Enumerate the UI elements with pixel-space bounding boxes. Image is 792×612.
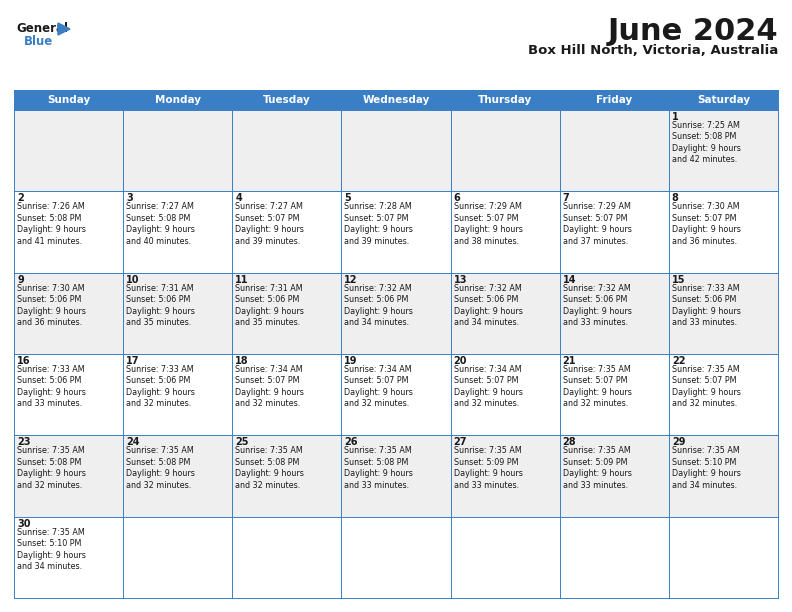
Text: Sunrise: 7:25 AM
Sunset: 5:08 PM
Daylight: 9 hours
and 42 minutes.: Sunrise: 7:25 AM Sunset: 5:08 PM Dayligh…	[672, 121, 741, 165]
Text: Sunrise: 7:34 AM
Sunset: 5:07 PM
Daylight: 9 hours
and 32 minutes.: Sunrise: 7:34 AM Sunset: 5:07 PM Dayligh…	[235, 365, 304, 408]
Text: Sunrise: 7:35 AM
Sunset: 5:08 PM
Daylight: 9 hours
and 33 minutes.: Sunrise: 7:35 AM Sunset: 5:08 PM Dayligh…	[345, 446, 413, 490]
Text: Sunrise: 7:35 AM
Sunset: 5:08 PM
Daylight: 9 hours
and 32 minutes.: Sunrise: 7:35 AM Sunset: 5:08 PM Dayligh…	[17, 446, 86, 490]
Text: Tuesday: Tuesday	[263, 95, 310, 105]
Text: Box Hill North, Victoria, Australia: Box Hill North, Victoria, Australia	[527, 44, 778, 57]
Text: 26: 26	[345, 438, 358, 447]
Text: Friday: Friday	[596, 95, 632, 105]
Text: Thursday: Thursday	[478, 95, 532, 105]
Text: Sunrise: 7:29 AM
Sunset: 5:07 PM
Daylight: 9 hours
and 38 minutes.: Sunrise: 7:29 AM Sunset: 5:07 PM Dayligh…	[454, 203, 523, 245]
Text: Sunrise: 7:31 AM
Sunset: 5:06 PM
Daylight: 9 hours
and 35 minutes.: Sunrise: 7:31 AM Sunset: 5:06 PM Dayligh…	[126, 284, 195, 327]
Text: 10: 10	[126, 275, 139, 285]
Text: Sunrise: 7:27 AM
Sunset: 5:08 PM
Daylight: 9 hours
and 40 minutes.: Sunrise: 7:27 AM Sunset: 5:08 PM Dayligh…	[126, 203, 195, 245]
Text: 6: 6	[454, 193, 460, 203]
Text: Sunrise: 7:33 AM
Sunset: 5:06 PM
Daylight: 9 hours
and 33 minutes.: Sunrise: 7:33 AM Sunset: 5:06 PM Dayligh…	[672, 284, 741, 327]
Text: 1: 1	[672, 112, 679, 122]
Text: 16: 16	[17, 356, 31, 366]
Text: 9: 9	[17, 275, 24, 285]
Text: Sunrise: 7:35 AM
Sunset: 5:08 PM
Daylight: 9 hours
and 32 minutes.: Sunrise: 7:35 AM Sunset: 5:08 PM Dayligh…	[235, 446, 304, 490]
Bar	[14, 517, 778, 598]
Text: Monday: Monday	[154, 95, 200, 105]
Text: Sunrise: 7:35 AM
Sunset: 5:10 PM
Daylight: 9 hours
and 34 minutes.: Sunrise: 7:35 AM Sunset: 5:10 PM Dayligh…	[672, 446, 741, 490]
Text: Saturday: Saturday	[697, 95, 750, 105]
Text: 15: 15	[672, 275, 685, 285]
Text: 7: 7	[562, 193, 569, 203]
Text: 23: 23	[17, 438, 31, 447]
Text: 21: 21	[562, 356, 577, 366]
Text: 24: 24	[126, 438, 139, 447]
Text: Sunrise: 7:29 AM
Sunset: 5:07 PM
Daylight: 9 hours
and 37 minutes.: Sunrise: 7:29 AM Sunset: 5:07 PM Dayligh…	[562, 203, 631, 245]
Text: 8: 8	[672, 193, 679, 203]
Text: Sunrise: 7:35 AM
Sunset: 5:07 PM
Daylight: 9 hours
and 32 minutes.: Sunrise: 7:35 AM Sunset: 5:07 PM Dayligh…	[672, 365, 741, 408]
Bar	[14, 110, 778, 192]
Text: Sunrise: 7:30 AM
Sunset: 5:07 PM
Daylight: 9 hours
and 36 minutes.: Sunrise: 7:30 AM Sunset: 5:07 PM Dayligh…	[672, 203, 741, 245]
Text: Sunrise: 7:33 AM
Sunset: 5:06 PM
Daylight: 9 hours
and 33 minutes.: Sunrise: 7:33 AM Sunset: 5:06 PM Dayligh…	[17, 365, 86, 408]
Text: Sunrise: 7:31 AM
Sunset: 5:06 PM
Daylight: 9 hours
and 35 minutes.: Sunrise: 7:31 AM Sunset: 5:06 PM Dayligh…	[235, 284, 304, 327]
Bar	[14, 192, 778, 273]
Text: 5: 5	[345, 193, 351, 203]
Text: Sunrise: 7:35 AM
Sunset: 5:07 PM
Daylight: 9 hours
and 32 minutes.: Sunrise: 7:35 AM Sunset: 5:07 PM Dayligh…	[562, 365, 631, 408]
Bar	[14, 273, 778, 354]
Text: Sunday: Sunday	[47, 95, 90, 105]
Text: 25: 25	[235, 438, 249, 447]
Text: Sunrise: 7:32 AM
Sunset: 5:06 PM
Daylight: 9 hours
and 33 minutes.: Sunrise: 7:32 AM Sunset: 5:06 PM Dayligh…	[562, 284, 631, 327]
Text: 19: 19	[345, 356, 358, 366]
Text: Sunrise: 7:28 AM
Sunset: 5:07 PM
Daylight: 9 hours
and 39 minutes.: Sunrise: 7:28 AM Sunset: 5:07 PM Dayligh…	[345, 203, 413, 245]
Text: 27: 27	[454, 438, 467, 447]
Text: June 2024: June 2024	[607, 17, 778, 46]
Text: Sunrise: 7:27 AM
Sunset: 5:07 PM
Daylight: 9 hours
and 39 minutes.: Sunrise: 7:27 AM Sunset: 5:07 PM Dayligh…	[235, 203, 304, 245]
Text: Sunrise: 7:26 AM
Sunset: 5:08 PM
Daylight: 9 hours
and 41 minutes.: Sunrise: 7:26 AM Sunset: 5:08 PM Dayligh…	[17, 203, 86, 245]
Polygon shape	[58, 23, 70, 35]
Text: 13: 13	[454, 275, 467, 285]
Text: Sunrise: 7:35 AM
Sunset: 5:09 PM
Daylight: 9 hours
and 33 minutes.: Sunrise: 7:35 AM Sunset: 5:09 PM Dayligh…	[454, 446, 523, 490]
Text: Sunrise: 7:35 AM
Sunset: 5:10 PM
Daylight: 9 hours
and 34 minutes.: Sunrise: 7:35 AM Sunset: 5:10 PM Dayligh…	[17, 528, 86, 571]
Text: 17: 17	[126, 356, 139, 366]
Text: Sunrise: 7:34 AM
Sunset: 5:07 PM
Daylight: 9 hours
and 32 minutes.: Sunrise: 7:34 AM Sunset: 5:07 PM Dayligh…	[345, 365, 413, 408]
Bar	[14, 354, 778, 435]
Text: Blue: Blue	[24, 35, 53, 48]
Text: Sunrise: 7:32 AM
Sunset: 5:06 PM
Daylight: 9 hours
and 34 minutes.: Sunrise: 7:32 AM Sunset: 5:06 PM Dayligh…	[345, 284, 413, 327]
Text: Sunrise: 7:33 AM
Sunset: 5:06 PM
Daylight: 9 hours
and 32 minutes.: Sunrise: 7:33 AM Sunset: 5:06 PM Dayligh…	[126, 365, 195, 408]
Text: 29: 29	[672, 438, 685, 447]
Text: 30: 30	[17, 518, 31, 529]
Text: Wednesday: Wednesday	[362, 95, 430, 105]
Text: Sunrise: 7:35 AM
Sunset: 5:08 PM
Daylight: 9 hours
and 32 minutes.: Sunrise: 7:35 AM Sunset: 5:08 PM Dayligh…	[126, 446, 195, 490]
Text: Sunrise: 7:34 AM
Sunset: 5:07 PM
Daylight: 9 hours
and 32 minutes.: Sunrise: 7:34 AM Sunset: 5:07 PM Dayligh…	[454, 365, 523, 408]
Text: 3: 3	[126, 193, 133, 203]
Text: Sunrise: 7:30 AM
Sunset: 5:06 PM
Daylight: 9 hours
and 36 minutes.: Sunrise: 7:30 AM Sunset: 5:06 PM Dayligh…	[17, 284, 86, 327]
Text: 11: 11	[235, 275, 249, 285]
Text: Sunrise: 7:32 AM
Sunset: 5:06 PM
Daylight: 9 hours
and 34 minutes.: Sunrise: 7:32 AM Sunset: 5:06 PM Dayligh…	[454, 284, 523, 327]
Bar	[14, 435, 778, 517]
Text: Sunrise: 7:35 AM
Sunset: 5:09 PM
Daylight: 9 hours
and 33 minutes.: Sunrise: 7:35 AM Sunset: 5:09 PM Dayligh…	[562, 446, 631, 490]
Text: 14: 14	[562, 275, 577, 285]
Text: 2: 2	[17, 193, 24, 203]
Text: 4: 4	[235, 193, 242, 203]
Text: 20: 20	[454, 356, 467, 366]
Text: 12: 12	[345, 275, 358, 285]
Text: General: General	[16, 22, 68, 35]
Text: 28: 28	[562, 438, 577, 447]
Text: 18: 18	[235, 356, 249, 366]
Text: 22: 22	[672, 356, 685, 366]
Bar	[14, 90, 778, 110]
